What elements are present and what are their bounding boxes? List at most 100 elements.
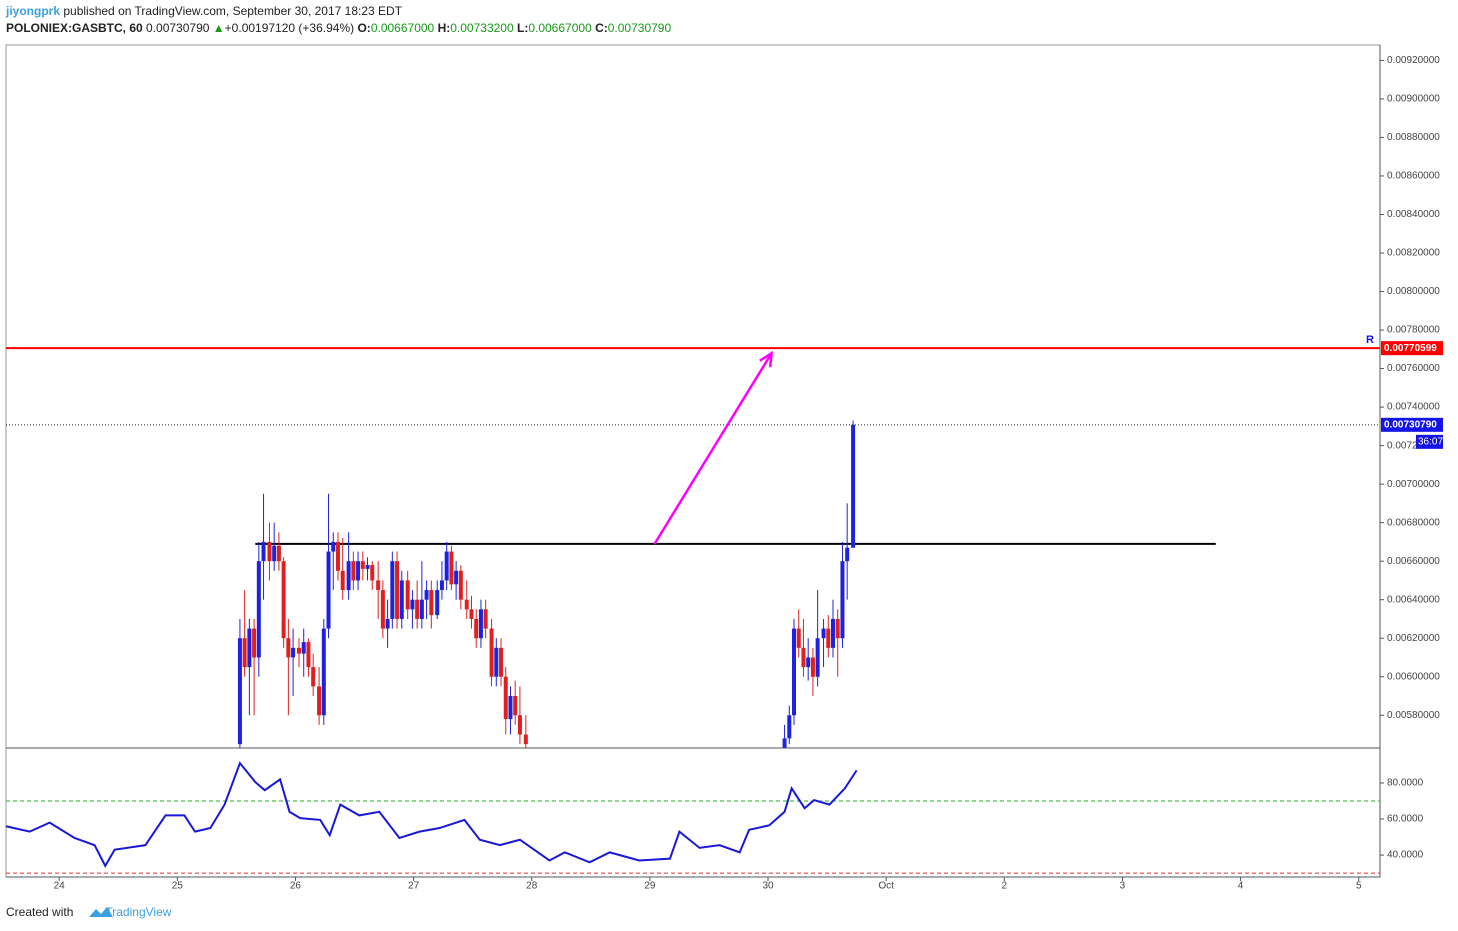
candle-body: [415, 599, 420, 619]
rsi-tick-label: 40.0000: [1387, 850, 1424, 861]
y-tick-label: 0.00900000: [1387, 94, 1440, 105]
y-tick-label: 0.00840000: [1387, 209, 1440, 220]
last: 0.00730790: [146, 21, 210, 35]
candle-body: [796, 628, 801, 648]
x-tick-label: 27: [408, 881, 420, 892]
candle-body: [376, 580, 381, 591]
candle-body: [503, 676, 508, 720]
y-tick-label: 0.00660000: [1387, 556, 1440, 567]
candle-body: [454, 570, 459, 585]
candle-body: [792, 628, 797, 716]
y-tick-label: 0.00880000: [1387, 132, 1440, 143]
candle-body: [399, 580, 404, 619]
rsi-line: [5, 761, 858, 868]
candle-body: [306, 642, 311, 668]
candle-body: [787, 715, 792, 739]
y-tick-label: 0.00800000: [1387, 286, 1440, 297]
candle-body: [356, 561, 361, 581]
published: published on TradingView.com, September …: [63, 4, 403, 18]
y-tick-label: 0.00640000: [1387, 594, 1440, 605]
candle-body: [351, 561, 356, 581]
user[interactable]: jiyongprk: [6, 4, 61, 18]
candle-body: [405, 580, 410, 610]
arrow: [653, 350, 774, 545]
brand[interactable]: TradingView: [105, 905, 172, 919]
candle-body: [508, 695, 513, 720]
candle-body: [429, 590, 434, 616]
x-tick-label: 25: [172, 881, 184, 892]
y-tick-label: 0.00740000: [1387, 402, 1440, 413]
candle-body: [276, 545, 281, 562]
candle-body: [435, 590, 440, 616]
candle-body: [252, 628, 257, 658]
candle-body: [321, 628, 326, 716]
candle-body: [247, 628, 252, 668]
candle-body: [478, 609, 483, 639]
l-label: L:: [516, 21, 529, 35]
x-tick-label: 2: [1002, 881, 1008, 892]
candle-body: [267, 541, 272, 562]
candle-body: [474, 618, 479, 639]
h: 0.00733200: [450, 21, 514, 35]
x-tick-label: 24: [54, 881, 66, 892]
c: 0.00730790: [607, 21, 672, 35]
candle-body: [385, 618, 390, 629]
last-price-label: 0.00730790: [1384, 419, 1437, 430]
rsi-tick-label: 80.0000: [1387, 778, 1424, 789]
candle-body: [424, 590, 429, 600]
candle-body: [419, 599, 424, 619]
x-tick-label: 28: [526, 881, 538, 892]
candle-body: [326, 551, 331, 629]
x-tick-label: 30: [762, 881, 774, 892]
y-tick-label: 0.00580000: [1387, 710, 1440, 721]
logo: [89, 907, 113, 917]
candle-body: [256, 561, 261, 658]
change: +0.00197120 (+36.94%): [224, 21, 355, 35]
y-tick-label: 0.00600000: [1387, 671, 1440, 682]
candle-body: [346, 561, 351, 591]
candle-body: [444, 551, 449, 581]
c-label: C:: [595, 21, 608, 35]
candle-body: [281, 561, 286, 639]
candle-body: [826, 628, 831, 648]
candle-body: [806, 657, 811, 668]
x-tick-label: Oct: [878, 881, 894, 892]
candle-body: [489, 628, 494, 677]
resistance-label: 0.00770599: [1384, 343, 1437, 354]
candle-body: [395, 561, 400, 619]
x-tick-label: 26: [290, 881, 302, 892]
l: 0.00667000: [528, 21, 592, 35]
h-label: H:: [437, 21, 451, 35]
y-tick-label: 0.00720000: [1387, 440, 1440, 451]
candle-body: [517, 715, 522, 735]
candle-body: [237, 638, 242, 745]
x-tick-label: 5: [1356, 881, 1362, 892]
symbol: POLONIEX:GASBTC, 60: [6, 21, 143, 35]
candle-body: [801, 647, 806, 668]
y-tick-label: 0.00760000: [1387, 363, 1440, 374]
candle-body: [335, 541, 340, 571]
candle-body: [845, 547, 850, 562]
x-tick-label: 3: [1120, 881, 1126, 892]
header: jiyongprk published on TradingView.com, …: [6, 4, 672, 35]
candle-body: [458, 570, 463, 600]
y-tick-label: 0.00860000: [1387, 171, 1440, 182]
y-tick-label: 0.00820000: [1387, 248, 1440, 259]
candle-body: [340, 570, 345, 591]
candle-body: [286, 638, 291, 658]
candle-body: [272, 545, 277, 562]
candle-body: [851, 424, 856, 548]
y-tick-label: 0.00780000: [1387, 325, 1440, 336]
created: Created with: [6, 905, 74, 919]
candle-body: [449, 551, 454, 585]
y-tick-label: 0.00620000: [1387, 633, 1440, 644]
candle-body: [830, 618, 835, 648]
y-tick-label: 0.00920000: [1387, 55, 1440, 66]
candle-body: [380, 590, 385, 629]
candle-body: [464, 599, 469, 610]
resistance-tag: [1381, 341, 1443, 356]
candle-body: [301, 642, 306, 654]
last-price-tag: [1381, 417, 1443, 432]
candle-body: [365, 565, 370, 569]
